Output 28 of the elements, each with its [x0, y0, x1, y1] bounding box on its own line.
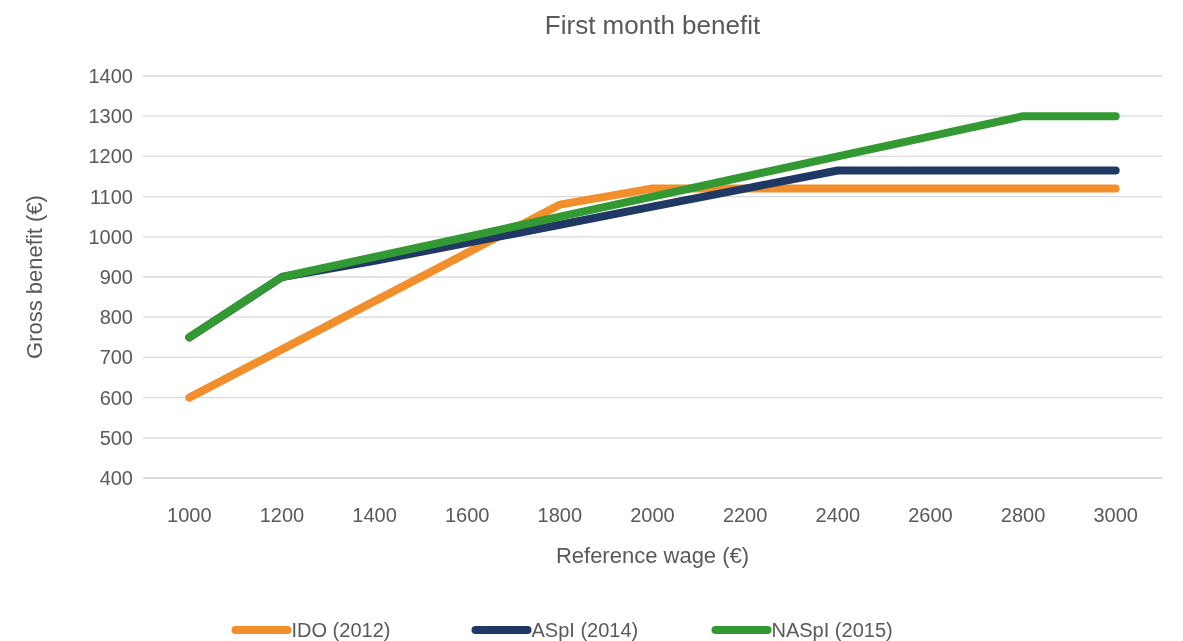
- y-tick-label: 800: [99, 306, 133, 329]
- y-tick-label: 1000: [88, 225, 133, 248]
- y-tick-label: 700: [99, 346, 133, 369]
- y-tick-label: 400: [99, 467, 133, 489]
- y-axis-title: Gross benefit (€): [22, 195, 47, 359]
- x-tick-label: 1400: [352, 504, 397, 526]
- x-tick-label: 1000: [167, 504, 212, 526]
- x-tick-label: 2200: [722, 504, 768, 526]
- x-tick-label: 2400: [815, 504, 861, 526]
- x-axis-title: Reference wage (€): [555, 543, 750, 568]
- y-tick-label: 500: [99, 426, 133, 449]
- x-tick-label: 1800: [537, 504, 583, 526]
- y-tick-label: 900: [99, 266, 133, 288]
- x-tick-label: 1200: [259, 504, 305, 526]
- y-tick-label: 1200: [88, 145, 133, 168]
- x-tick-label: 2000: [630, 504, 675, 526]
- legend-label: ASpI (2014): [531, 619, 639, 641]
- y-tick-label: 1100: [89, 185, 133, 208]
- x-tick-label: 3000: [1093, 504, 1138, 526]
- y-tick-label: 1300: [88, 105, 133, 128]
- chart-title: First month benefit: [544, 10, 761, 40]
- x-tick-label: 1600: [444, 504, 490, 526]
- x-tick-label: 2600: [908, 504, 953, 526]
- legend-label: IDO (2012): [291, 619, 391, 641]
- y-tick-label: 1400: [88, 65, 133, 87]
- legend-label: NASpI (2015): [771, 619, 893, 641]
- y-tick-label: 600: [99, 386, 133, 409]
- x-tick-label: 2800: [1000, 504, 1046, 526]
